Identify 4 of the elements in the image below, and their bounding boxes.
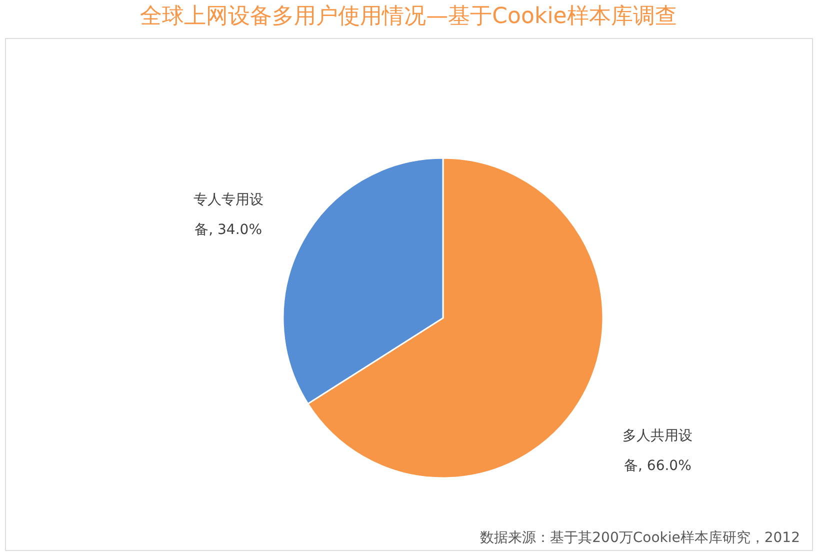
chart-title: 全球上网设备多用户使用情况—基于Cookie样本库调查 [140,4,677,29]
slice-label: 多人共用设备, 66.0% [622,428,693,474]
slice-label: 专人专用设备, 34.0% [193,192,264,238]
source-note: 数据来源：基于其200万Cookie样本库研究，2012 [480,530,800,546]
